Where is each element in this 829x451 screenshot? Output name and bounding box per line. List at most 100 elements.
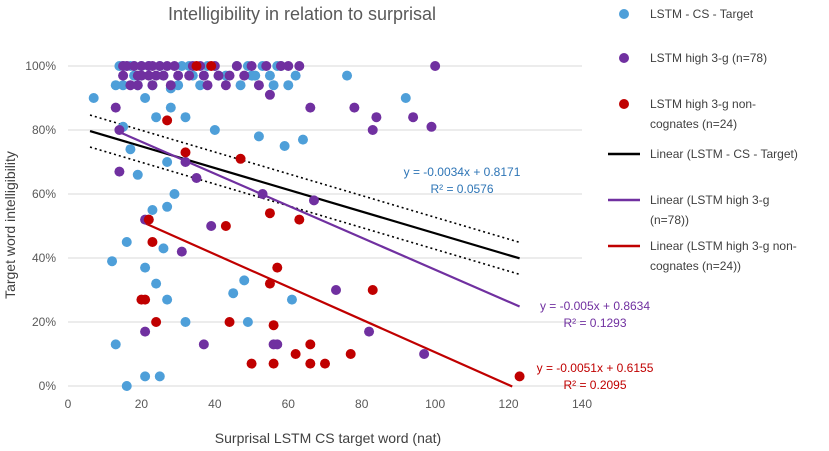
point-lstm-high-3g-non-cognates: [320, 358, 330, 369]
y-tick-label: 100%: [25, 59, 56, 73]
point-lstm-cs-target: [173, 80, 184, 91]
axis-ticks: 0% 20% 40% 60% 80% 100% 0 20 40 60 80 100 120 140: [25, 59, 592, 411]
point-lstm-high-3g-non-cognates: [290, 349, 301, 359]
point-lstm-cs-target: [121, 381, 132, 391]
point-lstm-cs-target: [250, 70, 261, 81]
point-lstm-high-3g: [140, 326, 151, 337]
point-lstm-high-3g-non-cognates: [305, 339, 316, 350]
point-lstm-high-3g: [331, 285, 342, 295]
point-lstm-high-3g-non-cognates: [220, 221, 231, 231]
point-lstm-cs-target: [228, 288, 239, 299]
y-tick-label: 0%: [39, 379, 57, 393]
legend-label: (n=78)): [650, 213, 689, 227]
legend-label: LSTM high 3-g non-: [650, 97, 756, 111]
point-lstm-high-3g-non-cognates: [235, 153, 246, 164]
point-lstm-high-3g: [129, 61, 140, 71]
point-lstm-high-3g: [202, 80, 213, 91]
point-lstm-high-3g: [132, 80, 143, 91]
point-lstm-high-3g: [257, 189, 268, 199]
point-lstm-high-3g: [367, 125, 378, 135]
point-lstm-high-3g: [371, 112, 382, 123]
point-lstm-high-3g-non-cognates: [143, 214, 154, 225]
point-lstm-high-3g: [136, 70, 147, 81]
point-lstm-high-3g-non-cognates: [272, 262, 283, 273]
point-lstm-high-3g: [364, 326, 375, 337]
point-lstm-high-3g: [430, 61, 441, 71]
point-lstm-high-3g: [158, 70, 169, 81]
point-lstm-cs-target: [297, 134, 308, 145]
point-lstm-high-3g: [121, 61, 132, 71]
x-tick-label: 20: [135, 397, 149, 411]
gridlines: [68, 65, 582, 387]
point-lstm-cs-target: [283, 80, 294, 91]
x-tick-label: 80: [355, 397, 369, 411]
point-lstm-high-3g: [147, 61, 158, 71]
point-lstm-high-3g: [349, 102, 360, 113]
point-lstm-high-3g: [239, 70, 250, 81]
point-lstm-high-3g-non-cognates: [514, 371, 525, 382]
x-tick-label: 60: [282, 397, 296, 411]
point-lstm-high-3g: [419, 349, 430, 359]
point-lstm-high-3g-non-cognates: [268, 320, 279, 331]
legend-marker-dot: [619, 99, 629, 109]
point-lstm-high-3g: [198, 339, 209, 350]
trendline-r-squared: R² = 0.1293: [563, 316, 626, 330]
point-lstm-high-3g-non-cognates: [162, 115, 173, 126]
point-lstm-high-3g: [305, 102, 316, 113]
trendline-equation: y = -0.0051x + 0.6155: [537, 361, 654, 375]
trendline-equation: y = -0.0034x + 0.8171: [404, 165, 521, 179]
point-lstm-cs-target: [147, 205, 158, 215]
point-lstm-high-3g: [114, 125, 125, 135]
legend-marker-dot: [619, 53, 629, 63]
point-lstm-high-3g-non-cognates: [140, 294, 151, 305]
legend-label: cognates (n=24)): [650, 259, 741, 273]
point-lstm-high-3g: [246, 61, 257, 71]
point-lstm-high-3g: [176, 246, 187, 257]
point-lstm-high-3g: [118, 70, 129, 81]
point-lstm-cs-target: [107, 256, 118, 267]
point-lstm-high-3g: [272, 339, 283, 350]
trendline-r-squared: R² = 0.0576: [430, 182, 493, 196]
x-axis-label: Surprisal LSTM CS target word (nat): [215, 430, 441, 446]
point-lstm-cs-target: [158, 243, 169, 254]
legend-label: cognates (n=24): [650, 117, 737, 131]
point-lstm-cs-target: [209, 125, 220, 135]
point-lstm-high-3g: [213, 70, 224, 81]
point-lstm-high-3g: [147, 80, 158, 91]
point-lstm-cs-target: [235, 80, 246, 91]
point-lstm-cs-target: [140, 371, 151, 382]
point-lstm-high-3g: [275, 61, 286, 71]
point-lstm-cs-target: [125, 144, 136, 155]
point-lstm-high-3g: [184, 70, 195, 81]
y-tick-label: 20%: [32, 315, 56, 329]
point-lstm-cs-target: [151, 112, 162, 123]
point-lstm-high-3g: [180, 157, 191, 167]
legend: LSTM - CS - Target LSTM high 3-g (n=78) LS…: [608, 7, 798, 273]
point-lstm-high-3g: [408, 112, 419, 123]
point-lstm-high-3g: [231, 61, 242, 71]
point-lstm-high-3g: [143, 70, 154, 81]
point-lstm-high-3g: [426, 121, 437, 132]
chart-title: Intelligibility in relation to surprisal: [168, 4, 436, 24]
point-lstm-cs-target: [110, 80, 121, 91]
point-lstm-cs-target: [290, 70, 301, 81]
point-lstm-high-3g: [136, 61, 147, 71]
legend-label: LSTM high 3-g (n=78): [650, 51, 767, 65]
point-lstm-high-3g: [264, 89, 275, 100]
point-lstm-high-3g: [125, 80, 136, 91]
point-lstm-high-3g: [162, 61, 173, 71]
trendline-lstm-cs-target: [89, 130, 520, 260]
point-lstm-cs-target: [400, 93, 411, 103]
y-tick-label: 40%: [32, 251, 56, 265]
point-lstm-high-3g-non-cognates: [180, 147, 191, 158]
point-lstm-high-3g-non-cognates: [224, 317, 235, 327]
point-lstm-high-3g: [114, 166, 125, 177]
legend-label: LSTM - CS - Target: [650, 7, 754, 21]
point-lstm-cs-target: [162, 294, 173, 305]
point-lstm-cs-target: [242, 317, 253, 327]
legend-label: Linear (LSTM high 3-g: [650, 193, 769, 207]
x-tick-label: 0: [65, 397, 72, 411]
point-lstm-high-3g-non-cognates: [264, 208, 275, 219]
point-lstm-cs-target: [253, 131, 264, 142]
point-lstm-high-3g: [253, 80, 264, 91]
